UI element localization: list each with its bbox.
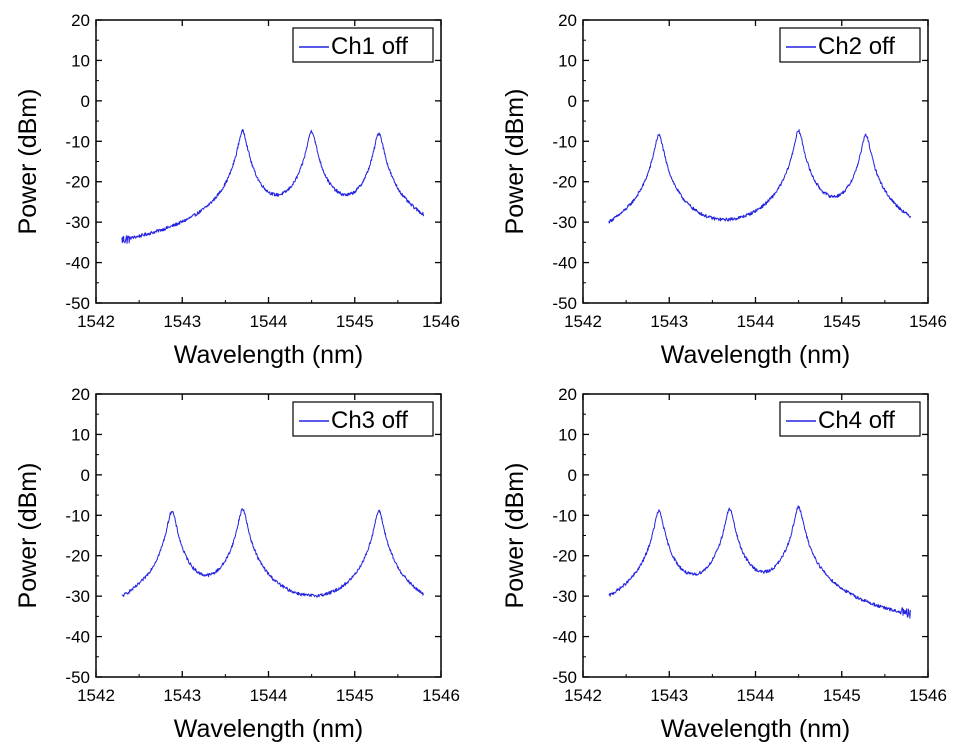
legend-box <box>292 401 434 437</box>
y-tick-label: -20 <box>552 173 577 192</box>
x-tick-label: 1545 <box>336 686 374 705</box>
y-tick-label: 10 <box>71 51 90 70</box>
x-tick-label: 1542 <box>564 312 602 331</box>
x-tick-label: 1543 <box>163 312 201 331</box>
x-tick-label: 1545 <box>336 312 374 331</box>
y-tick-label: -30 <box>552 587 577 606</box>
y-tick-label: -30 <box>65 213 90 232</box>
y-tick-label: 10 <box>558 425 577 444</box>
y-tick-label: -10 <box>65 506 90 525</box>
chart-ch3: -50 -40 -30 -20 -10 0 10 20 1542 1543 1544 1545 1546… <box>14 385 460 743</box>
x-axis-label: Wavelength (nm) <box>174 341 363 369</box>
y-tick-label: 10 <box>558 51 577 70</box>
y-tick-label: -40 <box>552 628 577 647</box>
y-tick-label: -10 <box>552 506 577 525</box>
x-tick-label: 1544 <box>250 312 288 331</box>
y-axis-label: Power (dBm) <box>501 463 529 609</box>
x-tick-label: 1542 <box>77 686 115 705</box>
y-tick-label: 20 <box>71 385 90 404</box>
y-tick-label: -40 <box>65 628 90 647</box>
y-tick-label: -40 <box>552 254 577 273</box>
x-tick-label: 1542 <box>77 312 115 331</box>
series-line-4 <box>608 505 912 619</box>
chart-panel-ch1: -50 -40 -30 -20 -10 0 10 20 1542 1543 1544 1545 1546… <box>0 0 487 374</box>
y-tick-label: 20 <box>558 385 577 404</box>
y-tick-label: -30 <box>552 213 577 232</box>
legend-label: Ch3 off <box>331 407 408 434</box>
chart-panel-ch3: -50 -40 -30 -20 -10 0 10 20 1542 1543 1544 1545 1546… <box>0 374 487 748</box>
x-axis-label: Wavelength (nm) <box>661 341 850 369</box>
y-axis-label: Power (dBm) <box>14 89 42 235</box>
x-tick-label: 1543 <box>650 312 688 331</box>
x-tick-label: 1546 <box>422 312 460 331</box>
chart-panel-ch4: -50 -40 -30 -20 -10 0 10 20 1542 1543 1544 1545 1546… <box>487 374 974 748</box>
legend-label: Ch1 off <box>331 33 408 60</box>
y-tick-label: -50 <box>65 668 90 687</box>
x-tick-label: 1545 <box>823 312 861 331</box>
chart-ch1: -50 -40 -30 -20 -10 0 10 20 1542 1543 1544 1545 1546… <box>14 11 460 369</box>
series-line-2 <box>608 129 912 224</box>
legend-label: Ch2 off <box>818 33 895 60</box>
y-tick-label: -50 <box>65 294 90 313</box>
y-tick-label: -20 <box>65 173 90 192</box>
y-tick-label: -30 <box>65 587 90 606</box>
chart-panel-ch2: -50 -40 -30 -20 -10 0 10 20 1542 1543 1544 1545 1546… <box>487 0 974 374</box>
y-axis-label: Power (dBm) <box>14 463 42 609</box>
x-axis-label: Wavelength (nm) <box>174 715 363 743</box>
legend-box <box>292 27 434 63</box>
y-axis-label: Power (dBm) <box>501 89 529 235</box>
y-tick-label: 0 <box>568 92 577 111</box>
x-tick-label: 1545 <box>823 686 861 705</box>
y-tick-label: -50 <box>552 294 577 313</box>
x-tick-label: 1544 <box>250 686 288 705</box>
chart-ch2: -50 -40 -30 -20 -10 0 10 20 1542 1543 1544 1545 1546… <box>501 11 947 369</box>
legend-box <box>779 27 921 63</box>
y-tick-label: -40 <box>65 254 90 273</box>
series-line-3 <box>121 508 425 598</box>
x-tick-label: 1544 <box>737 312 775 331</box>
y-tick-label: 0 <box>568 466 577 485</box>
y-tick-label: 20 <box>558 11 577 30</box>
x-tick-label: 1546 <box>909 686 947 705</box>
legend-box <box>779 401 921 437</box>
x-tick-label: 1542 <box>564 686 602 705</box>
y-tick-label: 0 <box>81 466 90 485</box>
y-tick-label: -10 <box>552 132 577 151</box>
x-tick-label: 1544 <box>737 686 775 705</box>
x-tick-label: 1543 <box>163 686 201 705</box>
y-tick-label: -20 <box>65 547 90 566</box>
y-tick-label: -20 <box>552 547 577 566</box>
x-tick-label: 1546 <box>422 686 460 705</box>
y-tick-label: -50 <box>552 668 577 687</box>
x-tick-label: 1543 <box>650 686 688 705</box>
legend-label: Ch4 off <box>818 407 895 434</box>
series-line-1 <box>121 129 425 244</box>
y-tick-label: 20 <box>71 11 90 30</box>
y-tick-label: 10 <box>71 425 90 444</box>
x-axis-label: Wavelength (nm) <box>661 715 850 743</box>
chart-ch4: -50 -40 -30 -20 -10 0 10 20 1542 1543 1544 1545 1546… <box>501 385 947 743</box>
x-tick-label: 1546 <box>909 312 947 331</box>
y-tick-label: -10 <box>65 132 90 151</box>
y-tick-label: 0 <box>81 92 90 111</box>
